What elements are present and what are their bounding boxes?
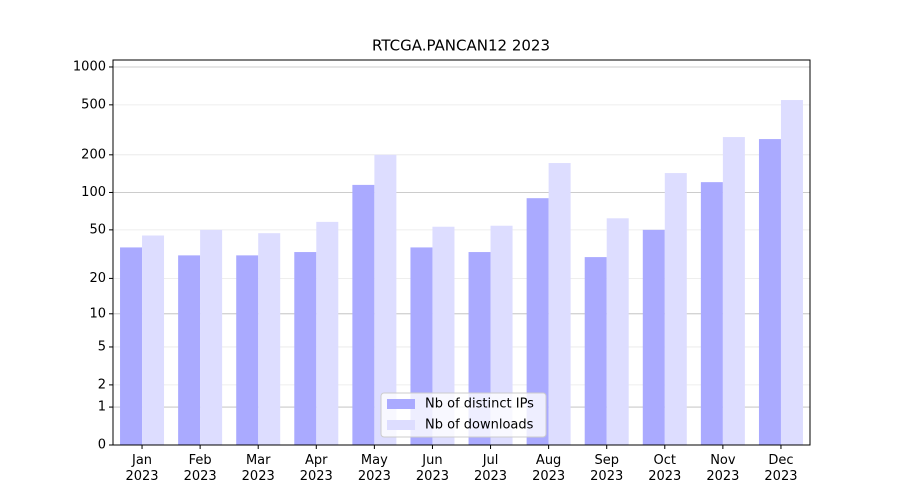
bar: [236, 255, 259, 445]
legend-swatch: [387, 420, 415, 430]
x-tick-label: Nov 2023: [706, 453, 740, 484]
bar: [200, 229, 223, 445]
bar: [664, 173, 687, 445]
bar: [584, 257, 607, 445]
y-tick-label: 1000: [73, 59, 106, 74]
bar: [120, 247, 143, 445]
x-tick-label: Jan 2023: [125, 453, 159, 484]
bar: [258, 233, 281, 445]
y-tick-label: 2: [98, 377, 106, 392]
bar: [294, 252, 317, 445]
bar: [374, 154, 397, 445]
legend: Nb of distinct IPs Nb of downloads: [380, 392, 547, 438]
bar: [490, 225, 513, 445]
bar: [316, 221, 339, 445]
bar: [526, 198, 549, 445]
y-tick-label: 200: [81, 147, 106, 162]
x-tick-label: Jul 2023: [473, 453, 508, 484]
bar: [606, 218, 629, 445]
x-tick-label: Jun 2023: [415, 453, 449, 484]
bar: [722, 137, 745, 446]
y-tick-label: 5: [98, 339, 106, 354]
x-tick-label: May 2023: [357, 453, 391, 484]
bar: [142, 235, 165, 445]
bar: [700, 182, 723, 445]
legend-label: Nb of distinct IPs: [425, 397, 534, 412]
legend-frame: [380, 392, 547, 438]
bar: [352, 184, 375, 445]
legend-label: Nb of downloads: [425, 418, 534, 433]
y-tick-label: 500: [81, 97, 106, 112]
y-tick-label: 1: [98, 400, 106, 415]
bar: [642, 229, 665, 445]
x-tick-label: Aug 2023: [532, 453, 566, 484]
x-tick-label: Mar 2023: [241, 453, 275, 484]
x-tick-label: Oct 2023: [648, 453, 682, 484]
bar: [548, 163, 571, 446]
y-tick-label: 20: [89, 271, 106, 286]
bar: [178, 255, 201, 445]
x-tick-label: Apr 2023: [299, 453, 333, 484]
y-tick-label: 0: [98, 438, 106, 453]
y-tick-label: 10: [89, 306, 106, 321]
x-tick-label: Feb 2023: [183, 453, 217, 484]
y-tick-label: 100: [81, 185, 106, 200]
y-tick-label: 50: [89, 222, 106, 237]
chart-title: RTCGA.PANCAN12 2023: [372, 37, 550, 55]
bar: [432, 226, 455, 445]
legend-swatch: [387, 399, 415, 409]
x-tick-label: Sep 2023: [590, 453, 624, 484]
bar: [758, 139, 781, 445]
bar: [780, 100, 803, 445]
grid: [113, 66, 810, 446]
x-tick-label: Dec 2023: [764, 453, 798, 484]
plot-frame: [112, 59, 811, 446]
